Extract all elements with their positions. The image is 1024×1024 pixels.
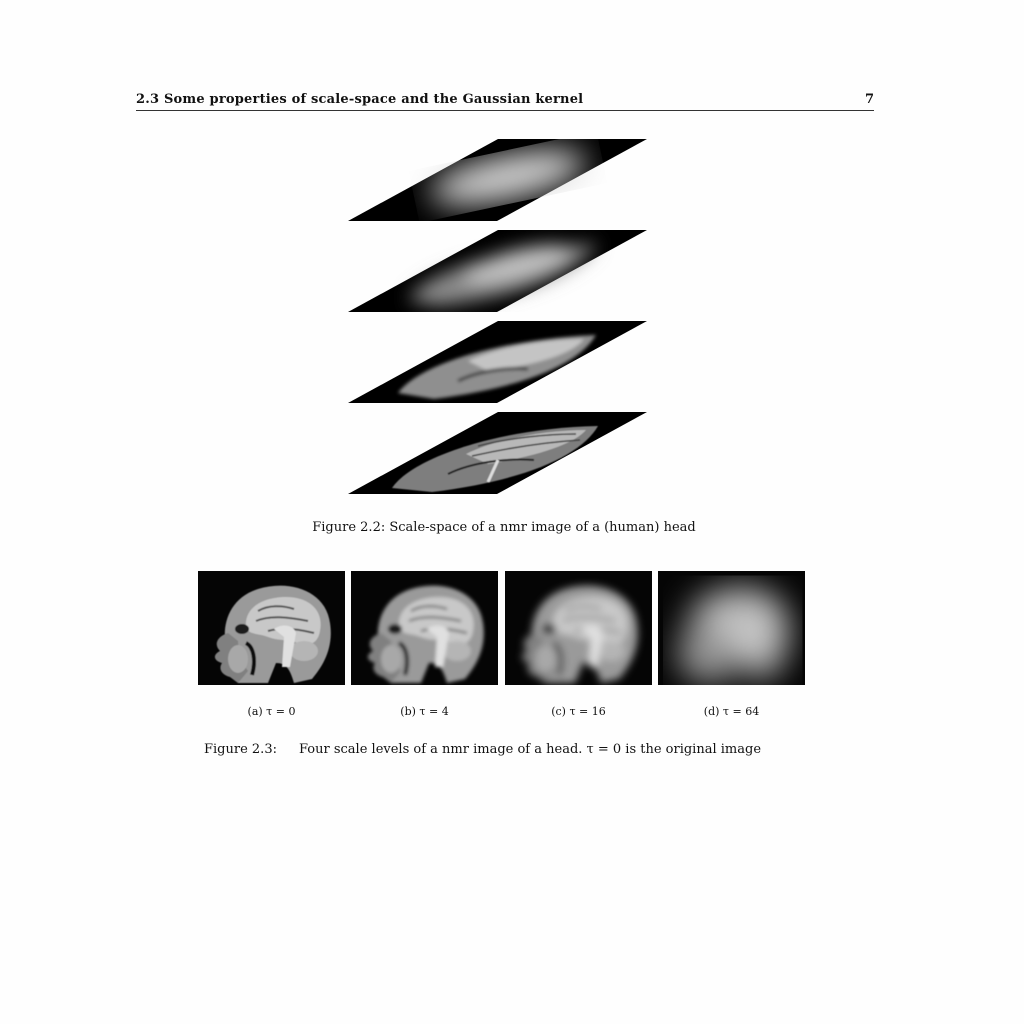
- scale-layer-fine: [348, 412, 647, 494]
- section-title: 2.3 Some properties of scale-space and t…: [136, 92, 584, 107]
- subfigure-label-a: (a) τ = 0: [247, 705, 296, 718]
- scale-layer-medium: [348, 321, 647, 403]
- scale-layer-coarse: [348, 230, 647, 312]
- scale-panel-d: [658, 571, 805, 685]
- figure-2-3-caption: Figure 2.3: Four scale levels of a nmr im…: [204, 741, 824, 759]
- scale-panel-a: [198, 571, 345, 685]
- scale-space-stack-figure: [348, 139, 647, 494]
- page-number: 7: [864, 92, 874, 107]
- running-header: 2.3 Some properties of scale-space and t…: [136, 91, 874, 111]
- subfigure-label-d: (d) τ = 64: [703, 705, 760, 718]
- subfigure-label-c: (c) τ = 16: [551, 705, 606, 718]
- figure-2-3-caption-text: Four scale levels of a nmr image of a he…: [299, 742, 762, 757]
- figure-2-2-caption: Figure 2.2: Scale-space of a nmr image o…: [312, 520, 696, 535]
- figure-2-3-caption-label: Figure 2.3:: [204, 742, 277, 757]
- scale-layer-coarsest: [348, 139, 647, 221]
- scale-panel-b: [351, 571, 498, 685]
- scale-panel-c: [505, 571, 652, 685]
- subfigure-label-b: (b) τ = 4: [400, 705, 449, 718]
